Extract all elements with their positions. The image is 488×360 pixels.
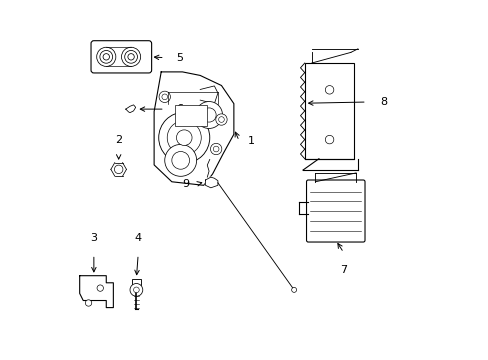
Circle shape [167, 121, 201, 155]
Circle shape [130, 283, 142, 296]
Bar [175, 105, 207, 126]
Circle shape [103, 54, 109, 60]
Text: 2: 2 [115, 135, 122, 145]
Circle shape [202, 108, 216, 122]
Text: 4: 4 [134, 233, 142, 243]
FancyBboxPatch shape [91, 41, 151, 73]
Circle shape [162, 94, 167, 100]
Circle shape [325, 135, 333, 144]
Circle shape [171, 152, 189, 169]
Text: 9: 9 [182, 179, 189, 189]
Circle shape [164, 144, 196, 176]
Polygon shape [205, 177, 218, 188]
Circle shape [133, 287, 139, 293]
Circle shape [97, 47, 116, 66]
Circle shape [218, 117, 224, 122]
Bar [132, 279, 141, 284]
Circle shape [291, 287, 296, 292]
Circle shape [121, 47, 141, 66]
Circle shape [85, 300, 92, 306]
Circle shape [97, 285, 103, 291]
Text: 3: 3 [90, 233, 97, 243]
Text: 7: 7 [340, 265, 346, 275]
Circle shape [213, 146, 219, 152]
Bar [304, 63, 354, 159]
Circle shape [128, 54, 134, 60]
Text: 6: 6 [176, 104, 183, 114]
Polygon shape [154, 72, 233, 185]
Circle shape [215, 114, 226, 125]
Circle shape [176, 130, 192, 145]
Circle shape [100, 50, 112, 63]
Polygon shape [125, 105, 135, 113]
Circle shape [210, 143, 222, 155]
Circle shape [124, 50, 137, 63]
Text: 5: 5 [176, 53, 183, 63]
Circle shape [159, 112, 209, 163]
Polygon shape [80, 276, 113, 307]
Circle shape [325, 86, 333, 94]
Text: 8: 8 [379, 97, 386, 107]
FancyBboxPatch shape [306, 180, 364, 242]
Circle shape [114, 165, 122, 174]
Circle shape [195, 102, 222, 129]
Circle shape [159, 91, 170, 103]
Text: 1: 1 [247, 136, 255, 146]
